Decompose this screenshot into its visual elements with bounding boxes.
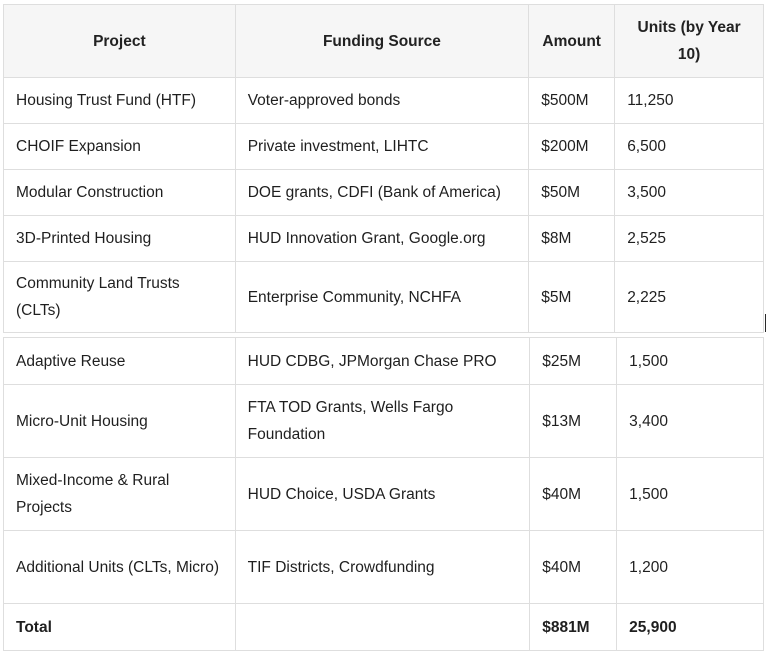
cell-units: 3,500 [614, 169, 764, 216]
table-row: Modular Construction DOE grants, CDFI (B… [3, 169, 764, 216]
cell-units: 2,225 [614, 261, 764, 333]
cell-amount: $5M [528, 261, 616, 333]
cell-project: Mixed-Income & Rural Projects [3, 457, 236, 531]
column-header-project: Project [3, 4, 236, 78]
column-header-funding-source: Funding Source [234, 4, 530, 78]
cell-funding-source: TIF Districts, Crowdfunding [234, 530, 531, 604]
cell-amount: $40M [529, 530, 618, 604]
cell-units: 1,200 [616, 530, 764, 604]
table-row: 3D-Printed Housing HUD Innovation Grant,… [3, 215, 764, 262]
cell-funding-source: Private investment, LIHTC [234, 123, 530, 170]
cell-units: 3,400 [616, 384, 764, 458]
cell-funding-source: Enterprise Community, NCHFA [234, 261, 530, 333]
cell-amount: $13M [529, 384, 618, 458]
table-row: Micro-Unit Housing FTA TOD Grants, Wells… [3, 384, 764, 458]
cell-units: 6,500 [614, 123, 764, 170]
cell-project: Adaptive Reuse [3, 337, 236, 385]
cell-amount: $25M [529, 337, 618, 385]
cell-units: 2,525 [614, 215, 764, 262]
table-row: Mixed-Income & Rural Projects HUD Choice… [3, 457, 764, 531]
cell-project: Additional Units (CLTs, Micro) [3, 530, 236, 604]
funding-table-upper: Project Funding Source Amount Units (by … [3, 4, 764, 333]
cell-project: Community Land Trusts (CLTs) [3, 261, 236, 333]
table-row: CHOIF Expansion Private investment, LIHT… [3, 123, 764, 170]
cell-project: Housing Trust Fund (HTF) [3, 77, 236, 124]
cell-funding-source: DOE grants, CDFI (Bank of America) [234, 169, 530, 216]
total-label: Total [3, 603, 236, 651]
cell-units: 1,500 [616, 337, 764, 385]
cell-funding-source: HUD Choice, USDA Grants [234, 457, 531, 531]
cell-amount: $40M [529, 457, 618, 531]
cell-project: 3D-Printed Housing [3, 215, 236, 262]
column-header-units: Units (by Year 10) [614, 4, 764, 78]
cell-funding-source: Voter-approved bonds [234, 77, 530, 124]
cell-amount: $500M [528, 77, 616, 124]
table-row: Additional Units (CLTs, Micro) TIF Distr… [3, 530, 764, 604]
cell-funding-source: HUD Innovation Grant, Google.org [234, 215, 530, 262]
cell-amount: $50M [528, 169, 616, 216]
funding-table-lower: Adaptive Reuse HUD CDBG, JPMorgan Chase … [3, 337, 764, 651]
cell-funding-source: FTA TOD Grants, Wells Fargo Foundation [234, 384, 531, 458]
column-header-amount: Amount [528, 4, 616, 78]
total-units: 25,900 [616, 603, 764, 651]
cell-amount: $8M [528, 215, 616, 262]
cell-units: 1,500 [616, 457, 764, 531]
text-cursor [765, 314, 766, 332]
cell-amount: $200M [528, 123, 616, 170]
cell-project: Modular Construction [3, 169, 236, 216]
total-row: Total $881M 25,900 [3, 603, 764, 651]
table-row: Housing Trust Fund (HTF) Voter-approved … [3, 77, 764, 124]
cell-project: Micro-Unit Housing [3, 384, 236, 458]
table-row: Adaptive Reuse HUD CDBG, JPMorgan Chase … [3, 337, 764, 385]
total-funding-source [234, 603, 531, 651]
table-row: Community Land Trusts (CLTs) Enterprise … [3, 261, 764, 333]
cell-project: CHOIF Expansion [3, 123, 236, 170]
header-row: Project Funding Source Amount Units (by … [3, 4, 764, 78]
total-amount: $881M [529, 603, 618, 651]
cell-units: 11,250 [614, 77, 764, 124]
cell-funding-source: HUD CDBG, JPMorgan Chase PRO [234, 337, 531, 385]
